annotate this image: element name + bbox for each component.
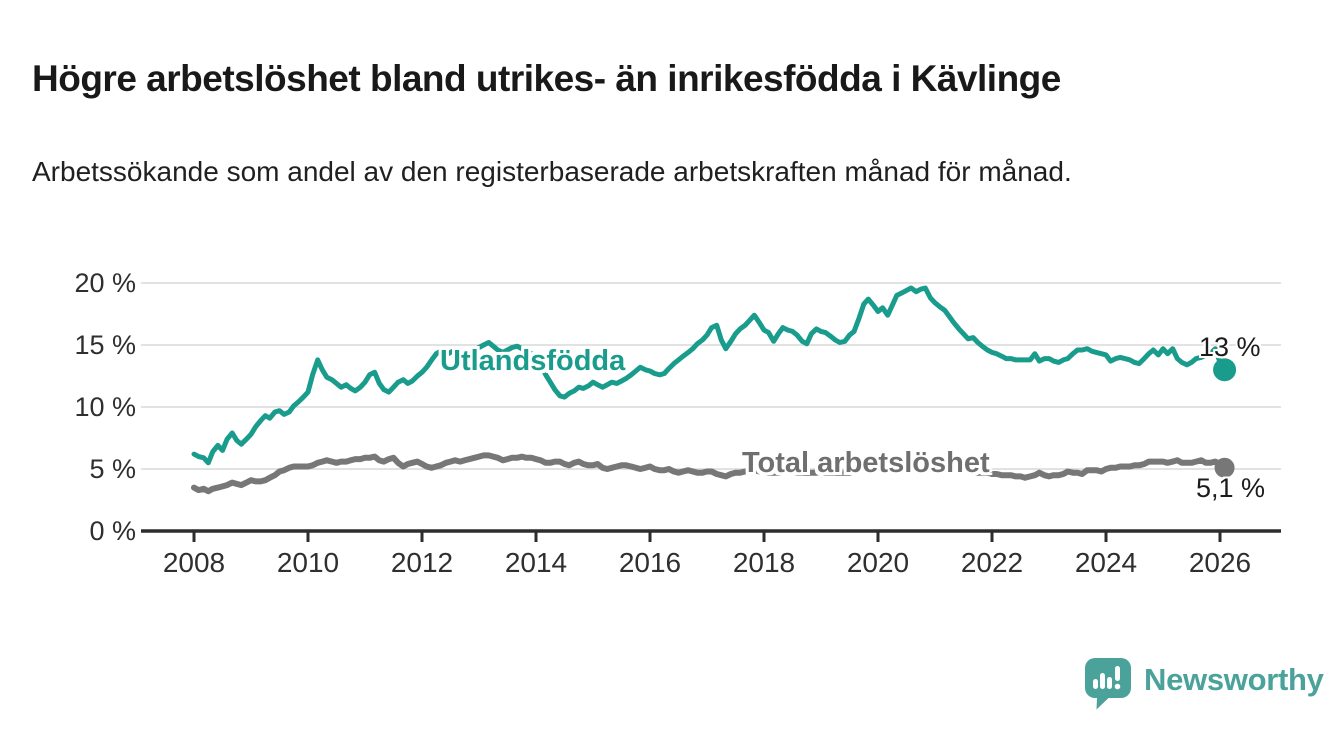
x-tick-label: 2024 bbox=[1075, 547, 1137, 578]
series-label-total-arbetsloshet: Total arbetslöshet bbox=[742, 447, 990, 479]
end-dot-total bbox=[1214, 457, 1235, 478]
x-tick-label: 2018 bbox=[733, 547, 795, 578]
newsworthy-wordmark: Newsworthy bbox=[1144, 662, 1324, 697]
line-utlandsf-dda bbox=[191, 285, 1228, 466]
page-title: Högre arbetslöshet bland utrikes- än inr… bbox=[32, 57, 1061, 99]
end-value-label-utlandsfodda: 13 % bbox=[1199, 332, 1261, 362]
series-label-utlandsfodda: Utlandsfödda bbox=[440, 345, 626, 377]
line-total-arbetsl-shet bbox=[191, 452, 1228, 495]
x-tick-label: 2022 bbox=[961, 547, 1023, 578]
newsworthy-logo: Newsworthy bbox=[1085, 658, 1324, 710]
y-tick-label: 10 % bbox=[74, 392, 136, 422]
x-tick-label: 2008 bbox=[163, 547, 225, 578]
x-tick-label: 2014 bbox=[505, 547, 567, 578]
x-tick-label: 2020 bbox=[847, 547, 909, 578]
end-value-label-total: 5,1 % bbox=[1196, 473, 1266, 503]
x-tick-label: 2016 bbox=[619, 547, 681, 578]
x-tick-label: 2012 bbox=[391, 547, 453, 578]
y-tick-label: 5 % bbox=[89, 454, 136, 484]
y-tick-label: 15 % bbox=[74, 330, 136, 360]
page-subtitle: Arbetssökande som andel av den registerb… bbox=[32, 156, 1072, 187]
y-tick-label: 20 % bbox=[74, 268, 136, 298]
newsworthy-speech-bubble-icon bbox=[1085, 658, 1131, 710]
x-tick-label: 2026 bbox=[1189, 547, 1251, 578]
x-tick-label: 2010 bbox=[277, 547, 339, 578]
end-dot-utlandsfodda bbox=[1213, 358, 1237, 382]
y-tick-label: 0 % bbox=[89, 516, 136, 546]
